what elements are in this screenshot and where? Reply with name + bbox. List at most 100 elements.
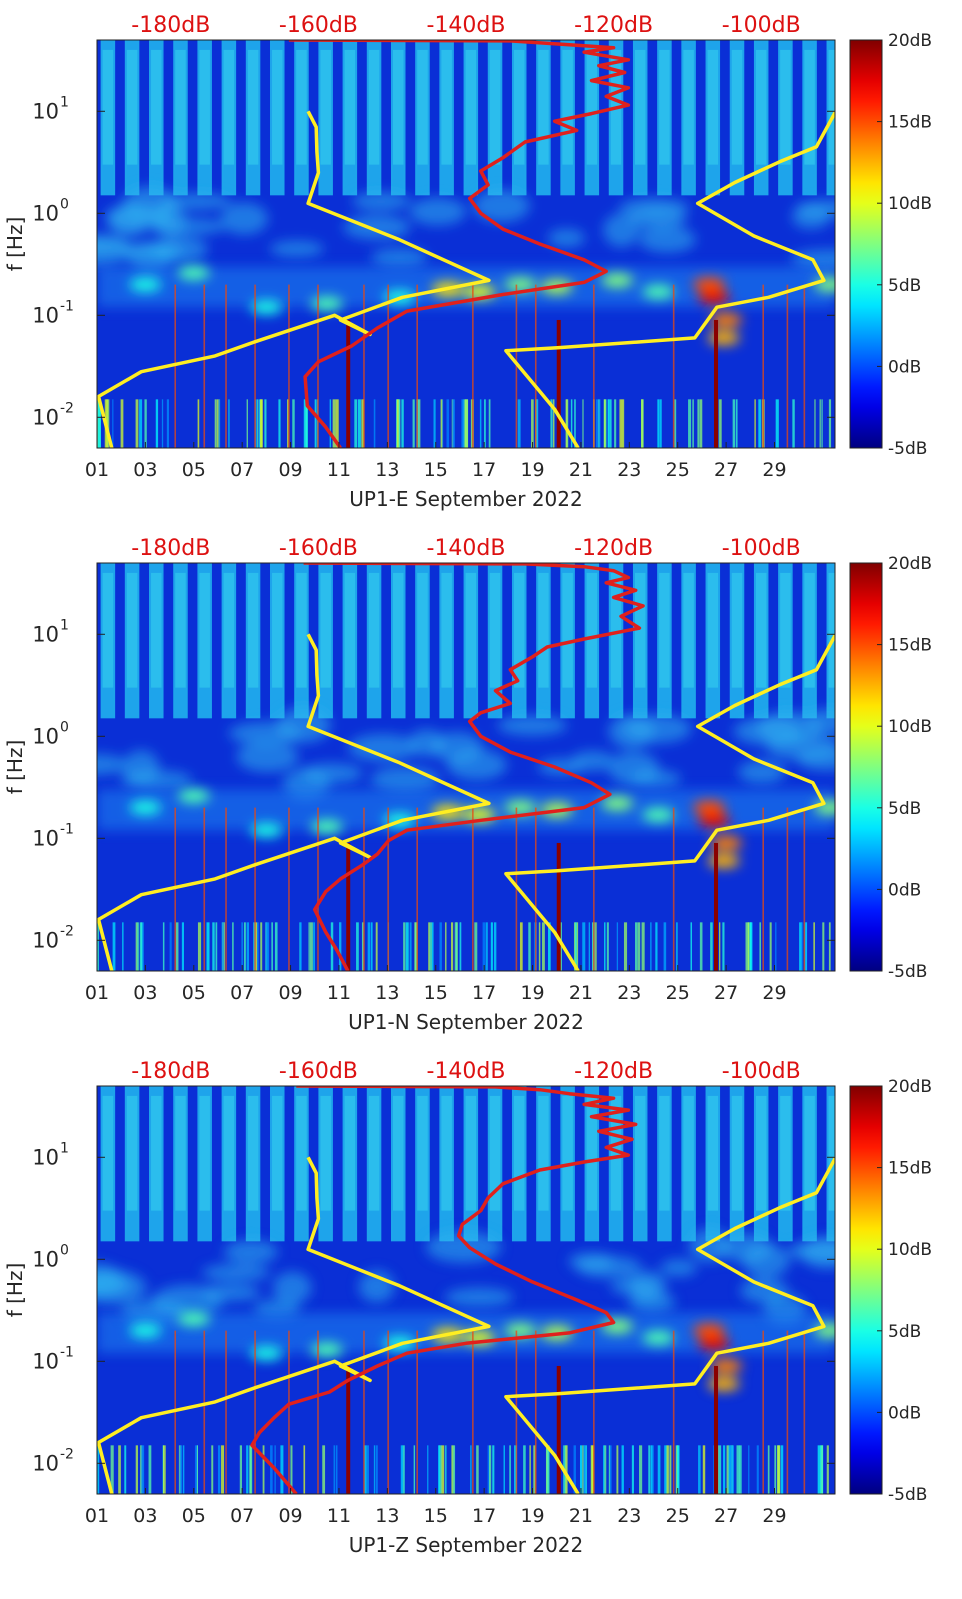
stripe (112, 922, 116, 971)
daytime-band-core (223, 49, 235, 165)
spike (672, 284, 675, 448)
stripe (182, 1445, 185, 1494)
stripe (813, 922, 815, 971)
x-tick-label: 07 (230, 1505, 254, 1527)
stripe (542, 922, 545, 971)
stripe (122, 922, 124, 971)
x-tick-label: 15 (424, 459, 448, 481)
x-tick-label: 25 (666, 459, 690, 481)
diurnal-noise-bands (100, 40, 835, 196)
haze-blob (272, 1271, 312, 1305)
top-db-label: -180dB (131, 1059, 210, 1084)
daytime-band-core (417, 1095, 428, 1211)
stripe (239, 1445, 242, 1494)
stripe (110, 1445, 114, 1494)
stripe (450, 922, 454, 971)
daytime-band-core (392, 572, 404, 688)
hot-spot (310, 296, 343, 311)
daytime-band-core (513, 572, 525, 688)
stripe (722, 922, 725, 971)
stripe (412, 399, 415, 448)
y-tick-label: 10 (32, 1247, 59, 1271)
stripe (445, 1445, 447, 1494)
stripe (528, 922, 531, 971)
stripe (621, 1445, 624, 1494)
stripe (211, 1445, 214, 1494)
stripe (648, 1445, 651, 1494)
haze-blob (107, 204, 149, 237)
stripe (361, 922, 364, 971)
daytime-band-core (126, 1095, 138, 1211)
stripe (264, 399, 267, 448)
x-tick-label: 19 (520, 459, 544, 481)
spike (714, 1365, 719, 1494)
stripe (287, 399, 289, 448)
y-tick-label: 10 (32, 405, 59, 429)
stripe (356, 922, 359, 971)
stripe (216, 399, 220, 448)
stripe (255, 399, 257, 448)
y-tick-label: 10 (32, 1145, 59, 1169)
hot-spot (698, 813, 731, 828)
stripe (439, 922, 442, 971)
stripe (608, 1445, 611, 1494)
diurnal-noise-bands (100, 1086, 835, 1242)
stripe (260, 399, 263, 448)
hot-spot (693, 800, 726, 815)
stripe (769, 922, 772, 971)
daytime-band-core (586, 49, 598, 165)
stripe (405, 922, 409, 971)
low-noise-model-curve (97, 110, 491, 448)
stripe (417, 399, 421, 448)
daytime-band-core (175, 572, 186, 688)
stripe (676, 1445, 680, 1494)
stripe (479, 399, 482, 448)
daytime-band-core (731, 572, 743, 688)
spike (786, 284, 789, 448)
stripe (565, 1445, 568, 1494)
psd-curve (250, 1086, 638, 1494)
spike (762, 1330, 765, 1494)
colorbar-tick-label: 20dB (888, 31, 932, 51)
daytime-band-core (296, 572, 307, 688)
stripe (566, 399, 569, 448)
stripe (364, 1445, 367, 1494)
haze-blob (603, 213, 640, 248)
daytime-band-core (102, 49, 114, 165)
y-tick-exponent: 1 (60, 94, 69, 110)
daytime-band-core (417, 572, 428, 688)
top-db-label: -180dB (131, 536, 210, 561)
stripe (445, 922, 447, 971)
stripe (137, 922, 139, 971)
x-axis-label: UP1-E September 2022 (349, 487, 582, 511)
colorbar-tick-label: 0dB (888, 1403, 921, 1423)
stripe (814, 399, 816, 448)
hot-spot (814, 800, 835, 815)
x-tick-label: 05 (182, 1505, 206, 1527)
y-tick-exponent: -1 (60, 821, 74, 837)
colorbar-tick-label: 5dB (888, 799, 921, 819)
stripe (214, 399, 217, 448)
stripe (609, 1445, 612, 1494)
stripe (531, 399, 534, 448)
stripe (308, 922, 310, 971)
stripe (232, 922, 234, 971)
colorbar-tick-label: 5dB (888, 1322, 921, 1342)
spike (672, 1330, 675, 1494)
hot-spot (642, 284, 675, 299)
x-tick-label: 29 (762, 1505, 786, 1527)
spike (472, 284, 474, 448)
stripe (139, 922, 143, 971)
haze-blob (547, 228, 586, 248)
stripe (329, 399, 332, 448)
daytime-band-core (272, 572, 283, 688)
high-noise-model-curve (504, 110, 835, 448)
stripe (97, 399, 101, 448)
stripe (821, 399, 823, 448)
hot-spot (601, 1319, 634, 1334)
y-tick-exponent: 0 (60, 719, 69, 735)
stripe (241, 922, 243, 971)
daytime-band-core (199, 49, 210, 165)
